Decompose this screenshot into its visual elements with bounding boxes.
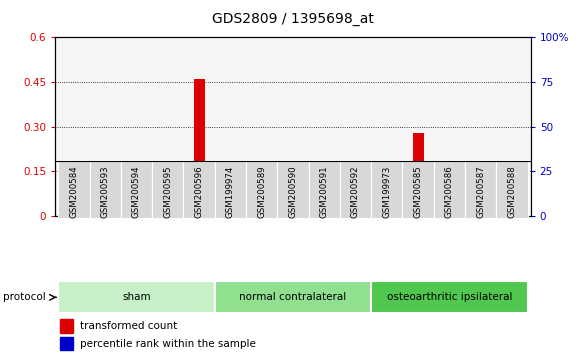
- Bar: [256, 173, 267, 216]
- Bar: [465, 161, 496, 218]
- Bar: [194, 202, 205, 216]
- Bar: [68, 188, 79, 216]
- Bar: [350, 211, 361, 216]
- Bar: [225, 190, 236, 216]
- Text: protocol: protocol: [3, 292, 46, 302]
- Bar: [58, 161, 89, 218]
- Text: GSM200588: GSM200588: [508, 166, 516, 218]
- Bar: [100, 213, 111, 216]
- Text: GSM199974: GSM199974: [226, 166, 235, 218]
- Bar: [475, 167, 486, 216]
- Text: osteoarthritic ipsilateral: osteoarthritic ipsilateral: [387, 292, 512, 302]
- Bar: [506, 178, 517, 216]
- Bar: [89, 161, 121, 218]
- Bar: [434, 161, 465, 218]
- Text: GSM200591: GSM200591: [320, 166, 329, 218]
- Text: GSM200594: GSM200594: [132, 166, 141, 218]
- Text: normal contralateral: normal contralateral: [240, 292, 346, 302]
- Bar: [475, 213, 486, 216]
- Text: GSM200592: GSM200592: [351, 166, 360, 218]
- Bar: [288, 177, 298, 216]
- Bar: [100, 179, 111, 216]
- Bar: [246, 161, 277, 218]
- Text: transformed count: transformed count: [80, 321, 177, 331]
- Text: sham: sham: [122, 292, 151, 302]
- Bar: [371, 161, 403, 218]
- Text: GDS2809 / 1395698_at: GDS2809 / 1395698_at: [212, 12, 374, 27]
- Text: GSM200587: GSM200587: [476, 166, 485, 218]
- Text: GSM200584: GSM200584: [70, 166, 78, 218]
- Bar: [121, 161, 152, 218]
- Text: GSM199973: GSM199973: [382, 166, 392, 218]
- Bar: [58, 281, 215, 313]
- Bar: [162, 175, 173, 216]
- Bar: [496, 161, 528, 218]
- Bar: [215, 281, 371, 313]
- Bar: [309, 161, 340, 218]
- Bar: [225, 215, 236, 216]
- Bar: [215, 161, 246, 218]
- Bar: [319, 215, 329, 216]
- Text: GSM200596: GSM200596: [194, 166, 204, 218]
- Bar: [194, 80, 205, 216]
- Bar: [60, 337, 73, 350]
- Bar: [256, 213, 267, 216]
- Text: GSM200586: GSM200586: [445, 166, 454, 218]
- Bar: [444, 190, 455, 216]
- Text: GSM200590: GSM200590: [288, 166, 298, 218]
- Text: GSM200595: GSM200595: [163, 166, 172, 218]
- Bar: [288, 212, 298, 216]
- Bar: [131, 173, 142, 216]
- Bar: [381, 200, 392, 216]
- Bar: [403, 161, 434, 218]
- Bar: [277, 161, 309, 218]
- Bar: [152, 161, 183, 218]
- Bar: [60, 319, 73, 333]
- Bar: [183, 161, 215, 218]
- Bar: [319, 178, 329, 216]
- Text: GSM200593: GSM200593: [101, 166, 110, 218]
- Text: GSM200585: GSM200585: [414, 166, 423, 218]
- Bar: [371, 281, 528, 313]
- Bar: [340, 161, 371, 218]
- Bar: [412, 210, 423, 216]
- Bar: [131, 212, 142, 216]
- Bar: [412, 132, 423, 216]
- Text: GSM200589: GSM200589: [257, 166, 266, 218]
- Bar: [350, 167, 361, 216]
- Text: percentile rank within the sample: percentile rank within the sample: [80, 339, 256, 349]
- Bar: [68, 215, 79, 216]
- Bar: [162, 213, 173, 216]
- Bar: [444, 215, 455, 216]
- Bar: [506, 213, 517, 216]
- Bar: [381, 213, 392, 216]
